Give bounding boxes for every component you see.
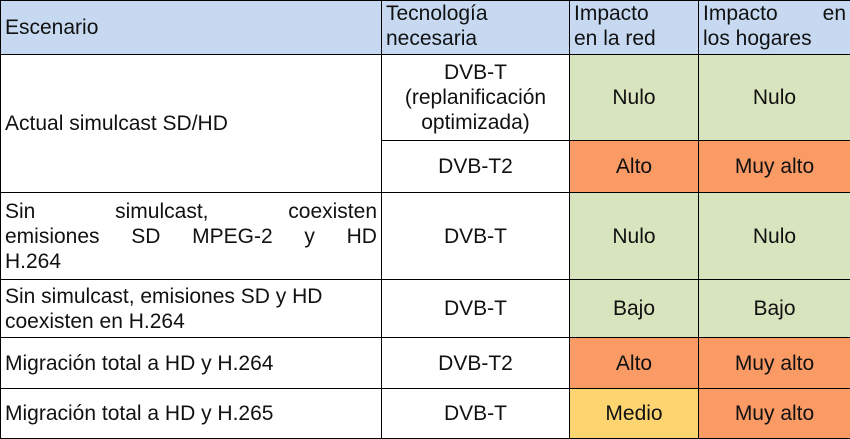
impacto-red-text: Alto xyxy=(616,352,652,375)
escenario-word: emisiones xyxy=(5,224,100,249)
impacto-red-text: Medio xyxy=(605,402,662,425)
impacto-red-text: Alto xyxy=(616,155,652,178)
cell-escenario: Migración total a HD y H.264 xyxy=(1,338,382,389)
table-row: Sin simulcast, coexisten emisiones SD MP… xyxy=(1,193,850,280)
escenario-word: MPEG-2 xyxy=(192,224,273,249)
tecnologia-text: DVB-T xyxy=(444,402,507,425)
header-tecnologia-line1: Tecnología xyxy=(386,1,565,26)
table-row: Actual simulcast SD/HD DVB-T (replanific… xyxy=(1,55,850,141)
escenario-word: HD xyxy=(347,224,377,249)
header-tecnologia-line2: necesaria xyxy=(386,26,565,51)
cell-tecnologia: DVB-T2 xyxy=(382,338,570,389)
header-impacto-hogares-line1: Impacto en xyxy=(703,1,846,26)
cell-impacto-hogares: Nulo xyxy=(699,55,850,141)
escenario-line2: coexisten en H.264 xyxy=(5,309,377,334)
cell-escenario: Sin simulcast, emisiones SD y HD coexist… xyxy=(1,280,382,338)
cell-impacto-hogares: Bajo xyxy=(699,280,850,338)
impacto-hogares-text: Muy alto xyxy=(735,402,814,425)
escenario-line2: emisiones SD MPEG-2 y HD xyxy=(5,224,377,249)
cell-impacto-red: Alto xyxy=(570,141,699,193)
cell-impacto-hogares: Muy alto xyxy=(699,338,850,389)
cell-impacto-red: Alto xyxy=(570,338,699,389)
impacto-red-text: Nulo xyxy=(612,225,655,248)
cell-tecnologia: DVB-T xyxy=(382,280,570,338)
cell-impacto-red: Bajo xyxy=(570,280,699,338)
escenario-text: Actual simulcast SD/HD xyxy=(5,112,228,135)
cell-tecnologia: DVB-T2 xyxy=(382,141,570,193)
header-tecnologia: Tecnología necesaria xyxy=(382,1,570,55)
escenario-text: Migración total a HD y H.264 xyxy=(5,352,273,375)
header-impacto-red: Impacto en la red xyxy=(570,1,699,55)
escenario-text: Migración total a HD y H.265 xyxy=(5,402,273,425)
impacto-hogares-text: Nulo xyxy=(753,225,796,248)
impacto-hogares-text: Nulo xyxy=(753,86,796,109)
header-impacto-red-line1: Impacto xyxy=(574,1,694,26)
cell-tecnologia: DVB-T (replanificación optimizada) xyxy=(382,55,570,141)
escenario-line3: H.264 xyxy=(5,249,377,274)
impacto-hogares-text: Muy alto xyxy=(735,155,814,178)
cell-escenario: Migración total a HD y H.265 xyxy=(1,389,382,439)
cell-impacto-red: Nulo xyxy=(570,193,699,280)
escenario-line1: Sin simulcast, coexisten xyxy=(5,199,377,224)
header-row: Escenario Tecnología necesaria Impacto e… xyxy=(1,1,850,55)
escenario-word: simulcast, xyxy=(115,199,208,224)
header-impacto-hogares-word1: Impacto xyxy=(703,1,778,26)
cell-tecnologia: DVB-T xyxy=(382,389,570,439)
header-impacto-hogares-line2: los hogares xyxy=(703,26,846,51)
header-impacto-hogares-word2: en xyxy=(823,1,846,26)
header-escenario: Escenario xyxy=(1,1,382,55)
impacto-red-text: Nulo xyxy=(612,86,655,109)
impacto-hogares-text: Muy alto xyxy=(735,352,814,375)
tecnologia-line3: optimizada) xyxy=(386,110,565,135)
table-row: Migración total a HD y H.264 DVB-T2 Alto… xyxy=(1,338,850,389)
tecnologia-text: DVB-T2 xyxy=(438,352,513,375)
escenario-word: Sin xyxy=(5,199,35,224)
impacto-hogares-text: Bajo xyxy=(753,297,795,320)
impacto-red-text: Bajo xyxy=(613,297,655,320)
cell-escenario: Sin simulcast, coexisten emisiones SD MP… xyxy=(1,193,382,280)
tecnologia-line2: (replanificación xyxy=(386,85,565,110)
tecnologia-text: DVB-T xyxy=(444,225,507,248)
header-escenario-label: Escenario xyxy=(5,16,98,39)
cell-escenario: Actual simulcast SD/HD xyxy=(1,55,382,193)
cell-impacto-hogares: Muy alto xyxy=(699,389,850,439)
cell-impacto-red: Medio xyxy=(570,389,699,439)
escenario-line1: Sin simulcast, emisiones SD y HD xyxy=(5,284,377,309)
header-impacto-hogares: Impacto en los hogares xyxy=(699,1,850,55)
tecnologia-line1: DVB-T xyxy=(386,60,565,85)
table-row: Sin simulcast, emisiones SD y HD coexist… xyxy=(1,280,850,338)
cell-impacto-hogares: Nulo xyxy=(699,193,850,280)
tecnologia-text: DVB-T xyxy=(444,297,507,320)
header-impacto-red-line2: en la red xyxy=(574,26,694,51)
table-row: Migración total a HD y H.265 DVB-T Medio… xyxy=(1,389,850,439)
escenario-word: SD xyxy=(131,224,160,249)
cell-tecnologia: DVB-T xyxy=(382,193,570,280)
escenario-word: y xyxy=(304,224,315,249)
tecnologia-text: DVB-T2 xyxy=(438,155,513,178)
cell-impacto-hogares: Muy alto xyxy=(699,141,850,193)
escenario-word: coexisten xyxy=(288,199,377,224)
cell-impacto-red: Nulo xyxy=(570,55,699,141)
